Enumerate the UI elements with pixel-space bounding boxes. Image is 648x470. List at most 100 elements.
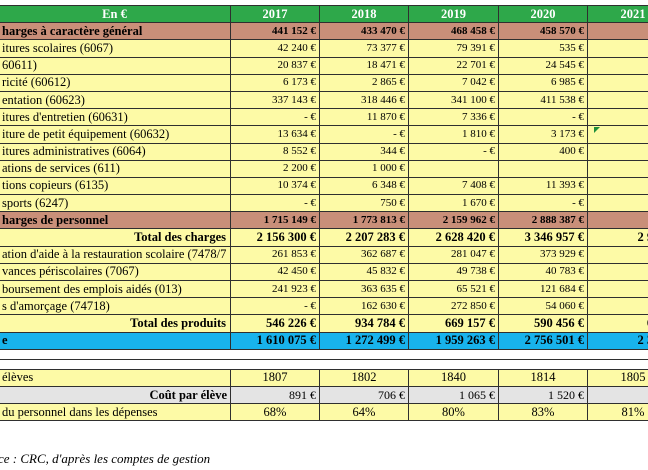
value-cell	[408, 159, 499, 178]
value-cell: 2 865 €	[319, 73, 409, 92]
value-cell: 590 456 €	[498, 314, 588, 333]
value-cell: 9	[587, 176, 648, 196]
value-cell: 64%	[319, 403, 409, 422]
table-row: ricité (60612) 6 173 €2 865 €7 042 €6 985…	[0, 73, 648, 92]
table-row: ation d'aide à la restauration scolaire …	[0, 245, 648, 264]
value-cell: 1802	[319, 368, 409, 387]
row-label: itures administratives (6064)	[0, 142, 231, 161]
header-year-2021: 2021	[587, 4, 648, 24]
row-label: iture de petit équipement (60632)	[0, 125, 231, 144]
value-cell: 1 670 €	[408, 194, 499, 213]
value-cell: 6 985 €	[498, 73, 588, 92]
value-cell: 2 200 €	[230, 159, 320, 178]
value-cell: 373 929 €	[498, 245, 588, 264]
value-cell: 546 226 €	[230, 314, 320, 333]
value-cell: 81	[587, 279, 648, 299]
header-unit: En €	[0, 4, 231, 24]
value-cell: 75	[587, 39, 648, 58]
value-cell: 247	[587, 245, 648, 264]
table-row: du personnel dans les dépenses 68% 64% 80% 8…	[0, 403, 648, 422]
value-cell: 22 701 €	[408, 56, 499, 75]
value-cell	[587, 194, 648, 213]
table-row	[0, 358, 648, 370]
value-cell: 65 521 €	[408, 279, 499, 299]
value-cell: 79 391 €	[408, 39, 499, 58]
value-cell: 3 173 €	[498, 125, 588, 144]
value-cell: 272 850 €	[408, 297, 499, 316]
table-row: s d'amorçage (74718) - €162 630 €272 850 …	[0, 297, 648, 316]
value-cell: 241 923 €	[230, 279, 320, 299]
value-cell: 362 687 €	[319, 245, 409, 264]
value-cell: 162 630 €	[319, 297, 409, 316]
value-cell	[230, 348, 320, 360]
row-label: harges de personnel	[0, 211, 231, 230]
header-year-2018: 2018	[319, 4, 409, 24]
row-label: ations de services (611)	[0, 159, 231, 178]
value-cell	[587, 159, 648, 178]
value-cell: 1 715 149 €	[230, 211, 320, 230]
value-cell: 1 810 €	[408, 125, 499, 144]
value-cell: 6 173 €	[230, 73, 320, 92]
value-cell: 433 470 €	[319, 22, 409, 41]
value-cell: 274	[587, 297, 648, 316]
table-row: harges de personnel 1 715 149 €1 773 813 …	[0, 211, 648, 230]
value-cell: 83%	[498, 403, 588, 422]
row-label: e	[0, 331, 231, 350]
value-cell: 4	[587, 108, 648, 127]
value-cell: 11 393 €	[498, 176, 588, 196]
value-cell: 1 065 €	[408, 385, 499, 405]
value-cell: 20 837 €	[230, 56, 320, 75]
value-cell	[498, 348, 588, 360]
value-cell: 2 325 7	[587, 331, 648, 350]
row-label: 60611)	[0, 56, 231, 75]
table-row	[0, 348, 648, 360]
value-cell: 10 374 €	[230, 176, 320, 196]
value-cell: 2 159 962 €	[408, 211, 499, 230]
value-cell: 2 756 501 €	[498, 331, 588, 350]
value-cell: 1 610 075 €	[230, 331, 320, 350]
value-cell: - €	[230, 194, 320, 213]
value-cell: - €	[498, 108, 588, 127]
row-label: élèves	[0, 368, 231, 387]
value-cell: - €	[498, 194, 588, 213]
value-cell: 1 773 813 €	[319, 211, 409, 230]
value-cell: 7 042 €	[408, 73, 499, 92]
value-cell: 7 336 €	[408, 108, 499, 127]
table-header-row: En € 2017 2018 2019 2020 2021	[0, 4, 648, 24]
value-cell: 54 060 €	[498, 297, 588, 316]
value-cell: - €	[408, 142, 499, 161]
row-label: itures d'entretien (60631)	[0, 108, 231, 127]
table-row: ations de services (611) 2 200 €1 000 €	[0, 159, 648, 178]
value-cell: 535 €	[498, 39, 588, 58]
value-cell: 7 408 €	[408, 176, 499, 196]
row-label: boursement des emplois aidés (013)	[0, 279, 231, 299]
value-cell: 1 272 499 €	[319, 331, 409, 350]
value-cell: 58	[587, 262, 648, 282]
value-cell: 81%	[587, 403, 648, 422]
finance-table-body: En € 2017 2018 2019 2020 2021 harges à c…	[0, 4, 648, 422]
value-cell: 2 207 283 €	[319, 228, 409, 247]
value-cell: 1840	[408, 368, 499, 387]
value-cell: 5	[587, 73, 648, 92]
value-cell: 1 959 263 €	[408, 331, 499, 350]
value-cell: 750 €	[319, 194, 409, 213]
value-cell: 2 156 300 €	[230, 228, 320, 247]
value-cell: 411 538 €	[498, 90, 588, 110]
value-cell: 68%	[230, 403, 320, 422]
value-cell	[498, 159, 588, 178]
row-label: vances périscolaires (7067)	[0, 262, 231, 282]
value-cell: 934 784 €	[319, 314, 409, 333]
value-cell: 13 634 €	[230, 125, 320, 144]
value-cell: 40 783 €	[498, 262, 588, 282]
value-cell	[408, 348, 499, 360]
value-cell: 3 346 957 €	[498, 228, 588, 247]
value-cell: 1805	[587, 368, 648, 387]
value-cell: 1807	[230, 368, 320, 387]
value-cell: - €	[230, 108, 320, 127]
value-cell: - €	[230, 297, 320, 316]
value-cell: 1 520 €	[498, 385, 588, 405]
value-cell: 2 628 420 €	[408, 228, 499, 247]
value-cell: 662 7	[587, 314, 648, 333]
table-row: 60611)20 837 €18 471 €22 701 €24 545 €21	[0, 56, 648, 75]
